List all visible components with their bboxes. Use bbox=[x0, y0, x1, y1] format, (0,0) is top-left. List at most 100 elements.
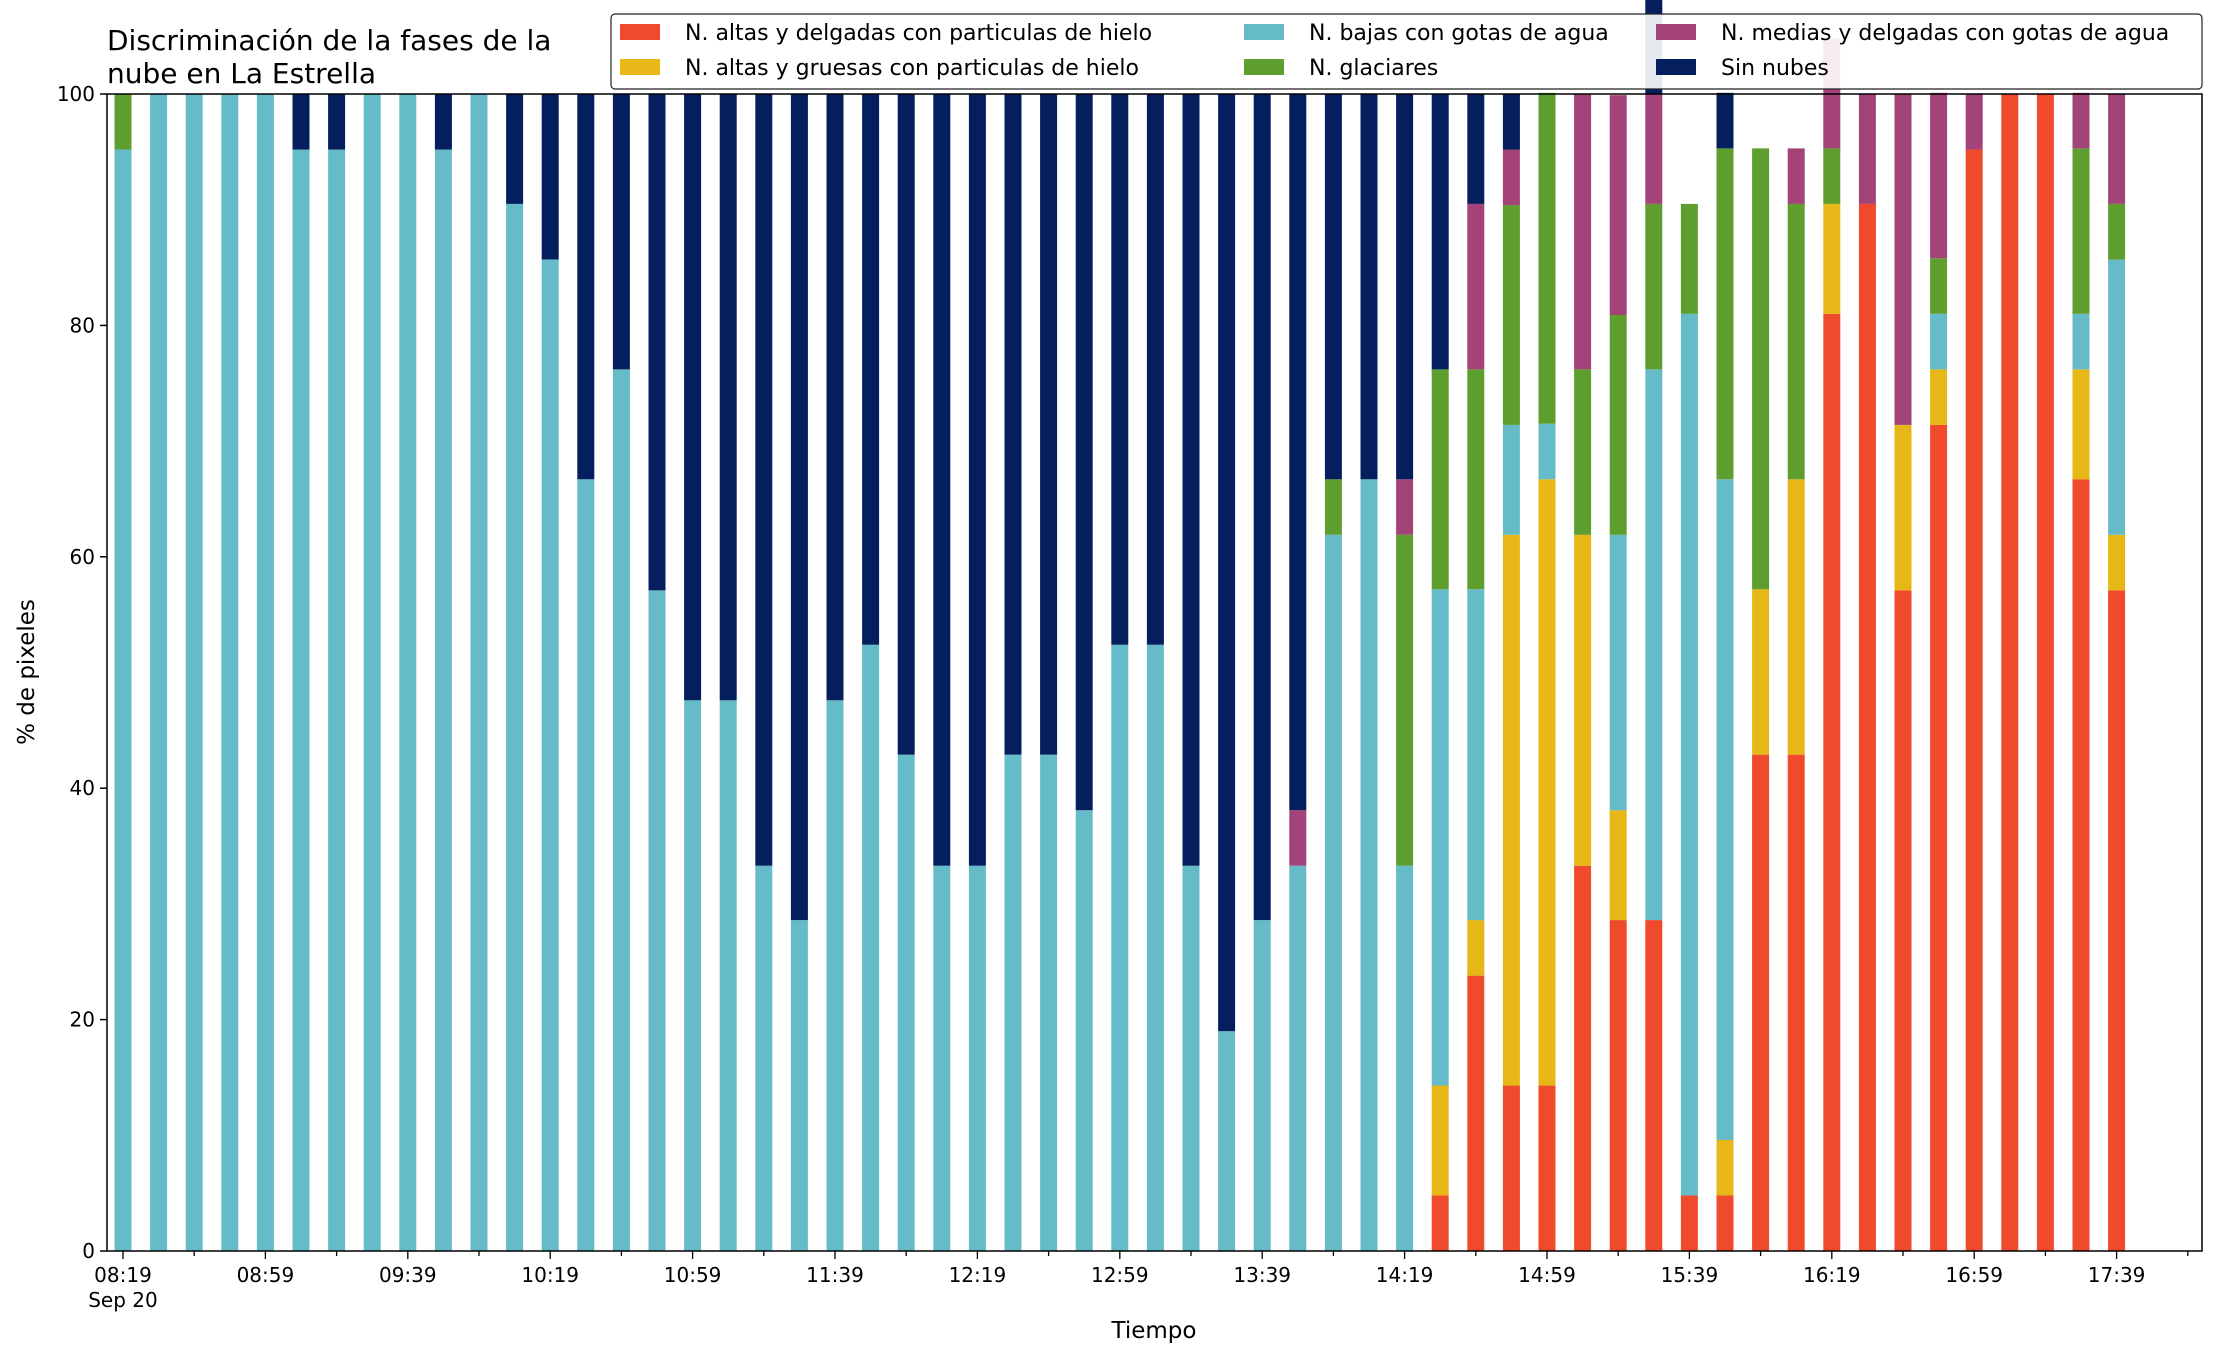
bar-segment: Sin nubes 10:29: 33.3 bbox=[577, 94, 595, 480]
bar-segment: Sin nubes 11:29: 71.4 bbox=[790, 94, 808, 921]
bar-segment: Sin nubes 13:19: 66.7 bbox=[1182, 94, 1200, 866]
bar-stack: N. altas y delgadas con particulas de hi… bbox=[1680, 203, 1698, 1251]
bar-segment: N. bajas con gotas de agua 15:29: 47.6 bbox=[1645, 369, 1663, 921]
bar-segment: N. bajas con gotas de agua 08:29: 100 bbox=[150, 94, 168, 1251]
bar-segment: N. medias y delgadas con gotas de agua 1… bbox=[1858, 94, 1876, 204]
bar-segment: N. altas y delgadas con particulas de hi… bbox=[1467, 975, 1485, 1251]
bar-segment: N. medias y delgadas con gotas de agua 1… bbox=[1930, 92, 1948, 259]
bar-stack: N. altas y delgadas con particulas de hi… bbox=[1538, 92, 1556, 1251]
bar-stack: N. bajas con gotas de agua 10:09: 90.5Si… bbox=[506, 94, 524, 1251]
legend: N. altas y delgadas con particulas de hi… bbox=[610, 13, 2203, 90]
bar-stack: N. bajas con gotas de agua 11:59: 42.9Si… bbox=[897, 94, 915, 1251]
plot-frame bbox=[106, 93, 2203, 1252]
bar-segment: N. bajas con gotas de agua 11:59: 42.9 bbox=[897, 754, 915, 1251]
x-axis-label: Tiempo bbox=[1111, 1318, 1197, 1344]
legend-item: N. altas y delgadas con particulas de hi… bbox=[620, 21, 1152, 46]
bar-segment: N. altas y delgadas con particulas de hi… bbox=[1823, 313, 1841, 1252]
bar-stack: N. bajas con gotas de agua 13:59: 61.9N.… bbox=[1324, 94, 1342, 1251]
bar-segment: N. bajas con gotas de agua 08:49: 100 bbox=[221, 94, 239, 1251]
bar-stack: N. bajas con gotas de agua 13:19: 33.3Si… bbox=[1182, 94, 1200, 1251]
bar-segment: N. medias y delgadas con gotas de agua 1… bbox=[1894, 94, 1912, 425]
bar-segment: Sin nubes 09:49: 4.8 bbox=[434, 94, 452, 150]
bar-segment: N. bajas con gotas de agua 09:49: 95.2 bbox=[434, 149, 452, 1251]
bar-stack: N. bajas con gotas de agua 09:19: 95.2Si… bbox=[328, 94, 346, 1251]
bar-segment: N. altas y gruesas con particulas de hie… bbox=[1574, 534, 1592, 866]
legend-box bbox=[610, 13, 2203, 90]
bar-stack: N. bajas con gotas de agua 10:59: 47.6Si… bbox=[684, 94, 702, 1251]
bar-segment: N. glaciares 08:19: 4.8 bbox=[114, 94, 132, 150]
bar-segment: Sin nubes 12:49: 61.9 bbox=[1075, 94, 1093, 811]
bar-segment: N. altas y gruesas con particulas de hie… bbox=[1538, 479, 1556, 1086]
bar-stack: N. bajas con gotas de agua 14:19: 33.3N.… bbox=[1396, 94, 1414, 1251]
bar-segment: N. altas y delgadas con particulas de hi… bbox=[1609, 920, 1627, 1251]
bar-segment: Sin nubes 14:09: 33.3 bbox=[1360, 94, 1378, 480]
bar-segment: Sin nubes 09:09: 4.8 bbox=[292, 94, 310, 150]
bar-stack: N. bajas con gotas de agua 10:29: 66.7Si… bbox=[577, 94, 595, 1251]
bar-segment: Sin nubes 10:49: 42.9 bbox=[648, 94, 666, 591]
bar-segment: N. bajas con gotas de agua 11:19: 33.3 bbox=[755, 865, 773, 1251]
bar-stack: N. altas y delgadas con particulas de hi… bbox=[2036, 94, 2054, 1251]
y-axis-label: % de pixeles bbox=[14, 599, 40, 745]
bar-stack: N. altas y delgadas con particulas de hi… bbox=[1752, 148, 1770, 1251]
legend-swatch bbox=[1656, 59, 1696, 75]
x-tick-label: 10:19 bbox=[521, 1263, 579, 1287]
bar-segment: N. glaciares 15:29: 14.3 bbox=[1645, 203, 1663, 370]
chart-title-line: nube en La Estrella bbox=[107, 57, 376, 90]
bar-segment: N. medias y delgadas con gotas de agua 1… bbox=[1574, 94, 1592, 370]
bar-stack: N. bajas con gotas de agua 11:49: 52.4Si… bbox=[862, 94, 880, 1251]
bar-stack: N. bajas con gotas de agua 08:59: 100 bbox=[256, 94, 274, 1251]
bar-segment: Sin nubes 13:29: 81 bbox=[1218, 94, 1236, 1032]
bar-stack: N. bajas con gotas de agua 09:29: 100 bbox=[363, 94, 381, 1251]
bar-stack: N. altas y delgadas con particulas de hi… bbox=[1894, 94, 1912, 1251]
x-tick-label: 10:59 bbox=[664, 1263, 722, 1287]
legend-label: Sin nubes bbox=[1721, 56, 1829, 81]
bar-stack: N. bajas con gotas de agua 13:29: 19Sin … bbox=[1218, 94, 1236, 1251]
bar-stack: N. altas y delgadas con particulas de hi… bbox=[1574, 94, 1592, 1251]
legend-item: N. altas y gruesas con particulas de hie… bbox=[620, 56, 1139, 81]
legend-swatch bbox=[620, 24, 660, 40]
bar-stack: N. altas y delgadas con particulas de hi… bbox=[1965, 94, 1983, 1251]
y-tick-label: 20 bbox=[70, 1008, 95, 1032]
bar-segment: N. medias y delgadas con gotas de agua 1… bbox=[1965, 94, 1983, 150]
bar-segment: N. bajas con gotas de agua 10:49: 57.1 bbox=[648, 590, 666, 1251]
legend-label: N. altas y gruesas con particulas de hie… bbox=[685, 56, 1139, 81]
y-tick-label: 0 bbox=[82, 1239, 95, 1263]
bar-segment: Sin nubes 10:39: 23.8 bbox=[612, 94, 630, 370]
x-tick-label: 09:39 bbox=[379, 1263, 437, 1287]
bar-segment: Sin nubes 14:19: 33.3 bbox=[1396, 94, 1414, 480]
bar-segment: N. altas y gruesas con particulas de hie… bbox=[1787, 479, 1805, 755]
bar-segment: N. bajas con gotas de agua 12:59: 52.4 bbox=[1111, 644, 1129, 1251]
bar-segment: N. glaciares 15:39: 9.5 bbox=[1680, 203, 1698, 314]
bar-segment: N. altas y delgadas con particulas de hi… bbox=[1431, 1195, 1449, 1251]
bar-segment: N. bajas con gotas de agua 13:39: 28.6 bbox=[1253, 920, 1271, 1251]
bar-segment: N. bajas con gotas de agua 13:09: 52.4 bbox=[1146, 644, 1164, 1251]
bar-stack: N. bajas con gotas de agua 08:49: 100 bbox=[221, 94, 239, 1251]
x-tick-label: 16:19 bbox=[1803, 1263, 1861, 1287]
bar-stack: N. bajas con gotas de agua 11:29: 28.6Si… bbox=[790, 94, 808, 1251]
bar-segment: N. altas y gruesas con particulas de hie… bbox=[1609, 810, 1627, 921]
bar-segment: N. bajas con gotas de agua 11:49: 52.4 bbox=[862, 644, 880, 1251]
bar-segment: Sin nubes 11:59: 57.1 bbox=[897, 94, 915, 755]
bar-segment: N. bajas con gotas de agua 11:39: 47.6 bbox=[826, 700, 844, 1251]
x-tick-label: 14:59 bbox=[1518, 1263, 1576, 1287]
bar-segment: Sin nubes 15:49: 4.8 bbox=[1716, 92, 1734, 149]
bar-segment: N. altas y delgadas con particulas de hi… bbox=[1787, 754, 1805, 1251]
bar-segment: N. glaciares 16:49: 4.8 bbox=[1930, 258, 1948, 314]
bar-stack: N. altas y delgadas con particulas de hi… bbox=[1823, 38, 1841, 1252]
bar-segment: N. medias y delgadas con gotas de agua 1… bbox=[1467, 203, 1485, 370]
bar-segment: N. bajas con gotas de agua 12:29: 42.9 bbox=[1004, 754, 1022, 1251]
legend-swatch bbox=[1656, 24, 1696, 40]
bar-segment: N. bajas con gotas de agua 10:19: 85.7 bbox=[541, 259, 559, 1251]
bar-segment: Sin nubes 12:29: 57.1 bbox=[1004, 94, 1022, 755]
bar-stack: N. bajas con gotas de agua 14:09: 66.7Si… bbox=[1360, 94, 1378, 1251]
bar-segment: N. bajas con gotas de agua 10:29: 66.7 bbox=[577, 479, 595, 1251]
bar-segment: N. altas y delgadas con particulas de hi… bbox=[2072, 479, 2090, 1251]
bar-segment: N. bajas con gotas de agua 09:29: 100 bbox=[363, 94, 381, 1251]
bar-segment: N. bajas con gotas de agua 09:39: 100 bbox=[399, 94, 417, 1251]
bar-segment: N. altas y gruesas con particulas de hie… bbox=[1502, 534, 1520, 1086]
bar-stack: N. altas y delgadas con particulas de hi… bbox=[1645, 0, 1663, 1251]
y-tick-label: 40 bbox=[70, 776, 95, 800]
bar-segment: N. altas y delgadas con particulas de hi… bbox=[1574, 865, 1592, 1251]
bar-segment: N. altas y gruesas con particulas de hie… bbox=[1467, 920, 1485, 976]
